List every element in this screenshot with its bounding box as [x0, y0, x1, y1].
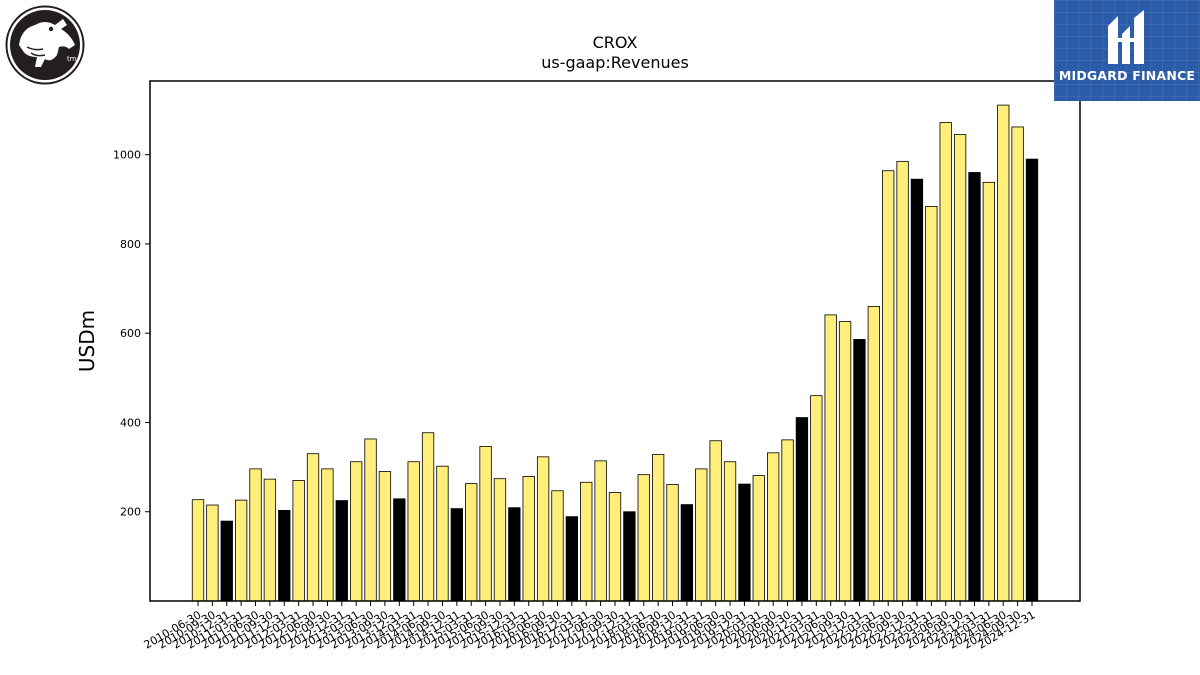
bar-2020-12-31	[795, 417, 809, 602]
bar-2020-09-30	[781, 439, 794, 602]
bar-2023-12-31	[968, 172, 981, 602]
y-tick-label: 800	[120, 238, 141, 251]
bar-2012-06-30	[306, 453, 320, 602]
bar-2018-06-30	[651, 454, 665, 602]
bar-2010-09-30	[206, 504, 219, 602]
bar-2022-06-30	[882, 170, 895, 602]
chart-subtitle: us-gaap:Revenues	[541, 53, 689, 72]
bar-2023-06-30	[939, 122, 952, 602]
bar-2017-12-31	[623, 511, 636, 602]
bar-2023-03-31	[925, 206, 938, 602]
bar-2022-09-30	[896, 160, 909, 602]
bar-2015-03-31	[465, 483, 478, 602]
bar-2019-09-30	[723, 461, 737, 602]
bar-2015-12-31	[508, 507, 521, 602]
bar-2012-09-30	[321, 468, 334, 602]
bar-2013-06-30	[364, 438, 377, 602]
bar-2021-09-30	[838, 321, 852, 602]
y-tick-label: 400	[120, 416, 141, 429]
bar-2021-06-30	[824, 314, 837, 602]
brand-name: MIDGARD FINANCE	[1058, 68, 1196, 83]
bar-2021-12-31	[853, 339, 866, 602]
bar-2012-03-31	[292, 480, 305, 602]
bar-2013-12-31	[393, 498, 406, 602]
bar-2016-12-31	[565, 516, 579, 602]
bar-2017-03-31	[580, 481, 593, 602]
bar-2016-03-31	[522, 476, 535, 602]
bar-2023-09-30	[953, 134, 967, 602]
crocodile-icon: tm	[5, 5, 85, 85]
y-tick-label: 600	[120, 327, 141, 340]
x-axis: 2010-06-302010-09-302010-12-312011-03-31…	[142, 601, 1038, 652]
bar-2014-06-30	[421, 432, 435, 602]
bar-2020-06-30	[767, 452, 780, 602]
bar-2015-09-30	[493, 478, 507, 602]
bars-group	[191, 104, 1039, 602]
bar-2021-03-31	[810, 395, 823, 602]
bar-2010-12-31	[220, 520, 233, 602]
bar-2014-09-30	[436, 465, 449, 602]
bar-2015-06-30	[479, 446, 492, 602]
bar-2017-09-30	[608, 492, 622, 602]
bar-2018-09-30	[666, 484, 679, 602]
bar-2024-09-30	[1011, 126, 1024, 602]
bar-2011-06-30	[249, 468, 262, 602]
bar-2011-09-30	[263, 478, 277, 602]
bar-2012-12-31	[335, 500, 348, 602]
bar-2019-03-31	[695, 468, 708, 602]
bar-2020-03-31	[752, 475, 765, 602]
bar-2024-12-31	[1025, 158, 1039, 602]
y-axis-label: USDm	[75, 310, 99, 372]
crocs-logo: tm	[5, 5, 85, 85]
midgard-finance-logo: MIDGARD FINANCE	[1054, 0, 1200, 101]
bar-2013-03-31	[350, 461, 363, 602]
bar-2016-06-30	[536, 456, 550, 602]
bar-2010-06-30	[191, 499, 205, 602]
bar-2024-06-30	[997, 104, 1010, 602]
bar-2016-09-30	[551, 490, 564, 602]
bar-2022-03-31	[867, 306, 880, 602]
bar-2022-12-31	[910, 178, 924, 602]
bar-2018-12-31	[680, 504, 694, 602]
bar-2024-03-31	[982, 181, 996, 602]
bar-2013-09-30	[378, 471, 392, 602]
bar-2019-06-30	[709, 440, 722, 602]
bar-2018-03-31	[637, 474, 650, 602]
trademark-mark: tm	[67, 55, 77, 63]
midgard-mark-icon	[1108, 10, 1144, 64]
y-tick-label: 200	[120, 506, 141, 519]
plot-frame	[149, 80, 1081, 602]
y-axis: 200 400 600 800 1000	[113, 149, 150, 519]
bar-2011-03-31	[234, 499, 248, 602]
chart-title: CROX	[593, 33, 638, 52]
bar-2019-12-31	[738, 483, 751, 602]
bar-2017-06-30	[594, 460, 607, 602]
bar-2014-12-31	[450, 508, 463, 602]
bar-2014-03-31	[407, 461, 420, 602]
y-tick-label: 1000	[113, 149, 141, 162]
bar-2011-12-31	[278, 509, 291, 602]
